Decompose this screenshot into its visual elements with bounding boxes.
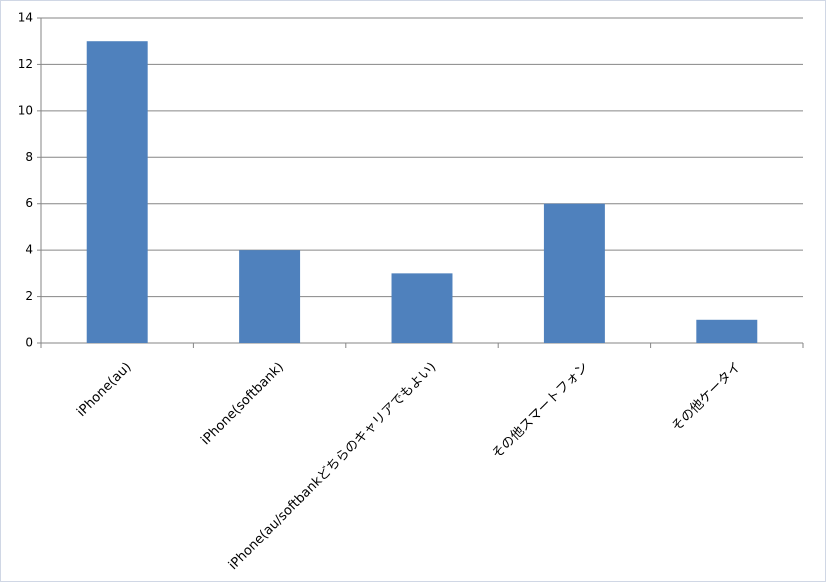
- y-tick-label: 6: [25, 196, 33, 210]
- y-tick-label: 8: [25, 150, 33, 164]
- bar: [543, 203, 605, 343]
- bar: [86, 41, 148, 343]
- y-tick-label: 2: [25, 289, 33, 303]
- bar: [696, 319, 758, 343]
- y-tick-label: 0: [25, 336, 33, 350]
- y-tick-label: 12: [18, 57, 33, 71]
- y-tick-label: 10: [18, 103, 33, 117]
- y-tick-label: 14: [18, 11, 33, 25]
- bar: [391, 273, 453, 343]
- bar: [239, 250, 301, 343]
- y-tick-label: 4: [25, 243, 33, 257]
